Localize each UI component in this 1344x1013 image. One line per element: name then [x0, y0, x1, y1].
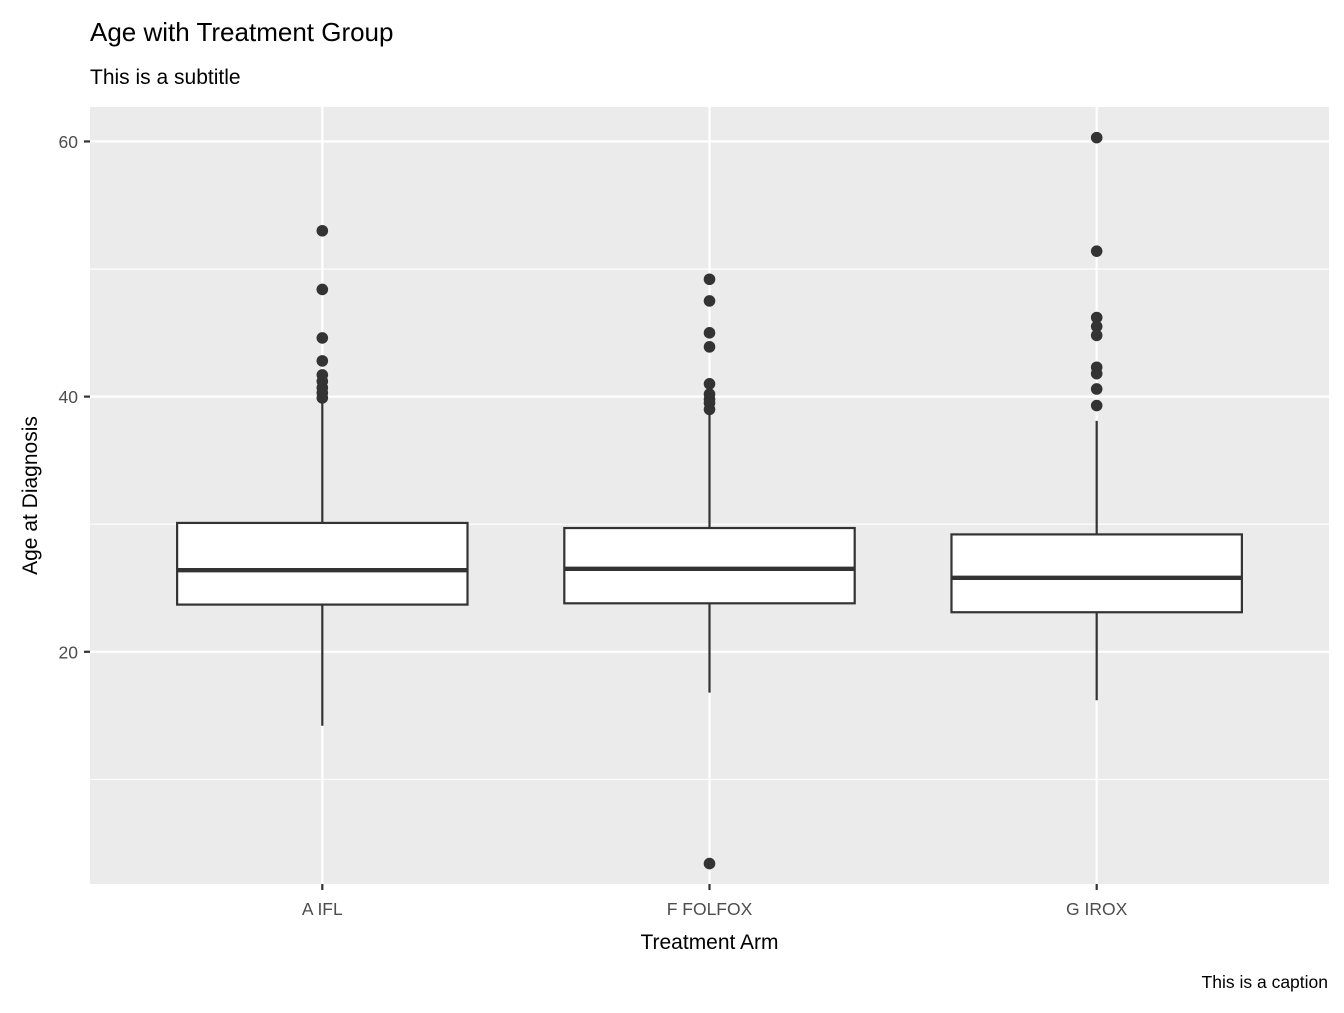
box [563, 526, 856, 605]
outlier-point [703, 403, 716, 416]
outlier-point [703, 857, 716, 870]
outlier-point [316, 392, 329, 404]
outlier-point [316, 332, 329, 344]
y-axis-label: Age at Diagnosis [19, 416, 42, 575]
outlier-point [703, 378, 716, 390]
outlier-point [703, 295, 716, 307]
outlier-point [703, 273, 716, 286]
outlier-point [316, 355, 329, 367]
outlier-point [1090, 383, 1103, 395]
y-tick-label: 20 [59, 642, 79, 662]
x-tick-label: F FOLFOX [667, 899, 753, 919]
outlier-point [1090, 131, 1103, 144]
box [950, 533, 1243, 614]
outlier-point [1090, 245, 1103, 257]
chart-subtitle: This is a subtitle [90, 66, 241, 89]
outlier-point [703, 327, 716, 339]
outlier-point [1090, 399, 1103, 412]
outlier-point [1090, 329, 1103, 342]
x-axis-label: Treatment Arm [640, 931, 778, 954]
x-tick-label: G IROX [1066, 899, 1128, 919]
outlier-point [1090, 367, 1103, 380]
chart-caption: This is a caption [1202, 972, 1328, 992]
y-tick-label: 60 [59, 132, 79, 152]
axes: 20 40 60 A IFL F FOLFOX G IROX [59, 132, 1128, 919]
box-group [563, 273, 856, 870]
outlier-point [1090, 320, 1103, 333]
outlier-point [703, 341, 716, 353]
boxes [176, 131, 1243, 870]
chart-title: Age with Treatment Group [90, 17, 393, 47]
outlier-point [1090, 311, 1103, 324]
box-group [176, 224, 469, 726]
box [176, 521, 469, 606]
x-tick-label: A IFL [302, 899, 343, 919]
outlier-point [316, 224, 329, 237]
box-group [950, 131, 1243, 701]
y-tick-label: 40 [59, 387, 79, 407]
outlier-point [316, 283, 329, 296]
